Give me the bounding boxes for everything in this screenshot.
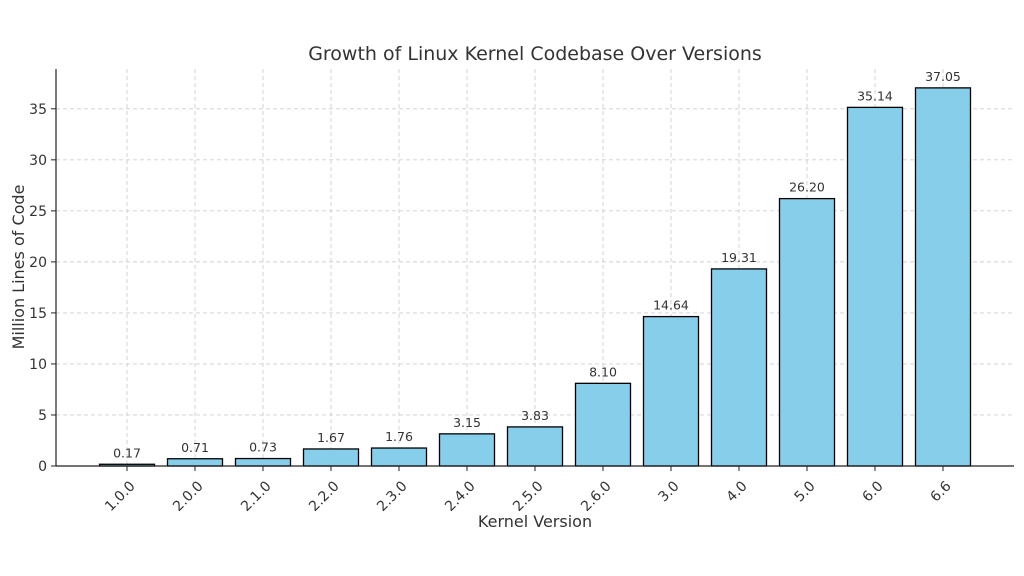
bars [98, 87, 972, 467]
bar-value-label: 1.76 [385, 429, 413, 444]
bar-value-label: 8.10 [589, 364, 617, 379]
x-tick-label: 2.1.0 [238, 478, 275, 515]
bar-value-label: 0.17 [113, 445, 141, 460]
y-tick-label: 0 [38, 459, 47, 475]
bar-6-6 [914, 87, 972, 467]
bar-6-0 [846, 106, 904, 467]
x-tick-label: 4.0 [724, 478, 751, 505]
bar-value-label: 1.67 [317, 430, 345, 445]
x-tick-label: 5.0 [792, 478, 819, 505]
y-axis-ticks: 0 5 10 15 20 25 30 35 [29, 102, 56, 475]
y-tick-label: 25 [29, 204, 47, 220]
bar-value-label: 35.14 [857, 88, 893, 103]
y-tick-label: 15 [29, 306, 47, 322]
bar-value-label: 0.73 [249, 440, 277, 455]
bar-5-0 [778, 197, 836, 467]
bar-value-label: 0.71 [181, 440, 209, 455]
bar-2-4-0 [438, 433, 496, 467]
x-axis-label: Kernel Version [478, 512, 592, 531]
x-axis-ticks: 1.0.0 2.0.0 2.1.0 2.2.0 2.3.0 2.4.0 2.5.0 2.6.0… [102, 466, 955, 515]
y-tick-label: 20 [29, 255, 47, 271]
y-tick-label: 30 [29, 153, 47, 169]
x-tick-label: 6.0 [860, 478, 887, 505]
y-tick-label: 5 [38, 408, 47, 424]
x-tick-label: 2.5.0 [510, 478, 547, 515]
chart-title: Growth of Linux Kernel Codebase Over Ver… [308, 43, 762, 65]
bar-2-2-0 [302, 448, 360, 467]
y-tick-label: 10 [29, 357, 47, 373]
x-tick-label: 2.2.0 [306, 478, 343, 515]
x-tick-label: 2.3.0 [374, 478, 411, 515]
bar-4-0 [710, 268, 768, 467]
bar-value-label: 19.31 [721, 250, 757, 265]
bar-value-labels: 0.17 0.71 0.73 1.67 1.76 3.15 3.83 8.10 14.64 19.… [113, 69, 961, 460]
x-tick-label: 2.0.0 [170, 478, 207, 515]
x-tick-label: 2.6.0 [578, 478, 615, 515]
bar-value-label: 3.83 [521, 408, 549, 423]
bar-2-0-0 [166, 458, 224, 467]
bar-value-label: 26.20 [789, 180, 825, 195]
bar-value-label: 14.64 [653, 298, 689, 313]
bar-value-label: 37.05 [925, 69, 961, 84]
bar-2-5-0 [506, 426, 564, 467]
bar-2-3-0 [370, 447, 428, 467]
x-tick-label: 3.0 [656, 478, 683, 505]
bar-2-1-0 [234, 457, 292, 467]
bar-3-0 [642, 315, 700, 467]
y-axis-label: Million Lines of Code [9, 185, 28, 350]
x-tick-label: 6.6 [928, 478, 955, 505]
x-tick-label: 1.0.0 [102, 478, 139, 515]
y-tick-label: 35 [29, 102, 47, 118]
x-tick-label: 2.4.0 [442, 478, 479, 515]
bar-2-6-0 [574, 382, 632, 467]
bar-value-label: 3.15 [453, 415, 481, 430]
